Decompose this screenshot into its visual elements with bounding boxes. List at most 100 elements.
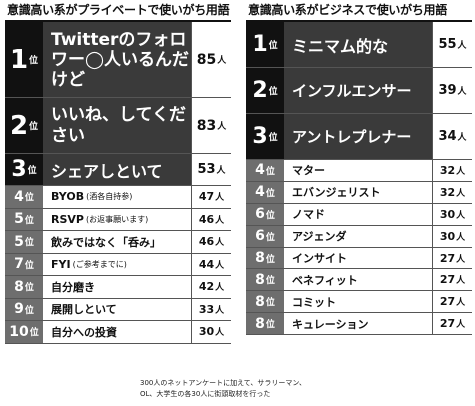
- count-value: 46: [198, 235, 215, 249]
- count-value: 30: [198, 325, 215, 339]
- term-cell: いいね、してください: [43, 98, 191, 153]
- count-cell: 32 人: [432, 160, 472, 181]
- term-note: (酒各自持参): [86, 192, 133, 202]
- rank-suffix: 位: [265, 210, 275, 221]
- term-text: ベネフィット: [292, 273, 358, 287]
- count-cell: 83 人: [191, 98, 231, 153]
- rank-number: 7: [14, 256, 24, 273]
- count-cell: 30 人: [191, 321, 231, 343]
- count-unit: 人: [457, 133, 467, 143]
- term-cell: Twitterのフォロワー◯人いるんだけど: [43, 22, 191, 97]
- rank-number: 5: [14, 233, 24, 250]
- term-cell: 自分への投資: [43, 321, 191, 343]
- rank-number: 8: [255, 271, 265, 288]
- rank-number: 4: [255, 162, 265, 179]
- term-cell: 展開しといて: [43, 298, 191, 320]
- term-cell: コミット: [284, 291, 432, 313]
- survey-footnote: 300人のネットアンケートに加えて、サラリーマン、 OL、大学生の各30人に街頭…: [140, 378, 370, 400]
- count-value: 85: [196, 51, 217, 68]
- rank-suffix: 位: [265, 166, 275, 177]
- rank-suffix: 位: [24, 283, 34, 294]
- term-cell: ミニマム的な: [284, 22, 432, 67]
- count-unit: 人: [456, 298, 466, 309]
- count-cell: 30 人: [432, 225, 472, 247]
- term-text: 展開しといて: [51, 303, 117, 317]
- count-cell: 27 人: [432, 247, 472, 269]
- count-cell: 44 人: [191, 253, 231, 275]
- term-text: ミニマム的な: [292, 36, 389, 56]
- term-cell: アントレプレナー: [284, 114, 432, 159]
- rank-number: 9: [14, 301, 24, 318]
- count-unit: 人: [215, 328, 225, 339]
- count-value: 44: [198, 257, 215, 271]
- count-value: 53: [197, 162, 216, 177]
- business-terms-title: 意識高い系がビジネスで使いがち用語: [248, 3, 447, 17]
- term-text: Twitterのフォロワー◯人いるんだけど: [51, 29, 190, 90]
- count-cell: 27 人: [432, 269, 472, 291]
- count-cell: 39 人: [432, 68, 472, 113]
- term-note: (ご参考までに): [72, 259, 127, 269]
- term-cell: ノマド: [284, 203, 432, 225]
- count-unit: 人: [457, 41, 467, 51]
- term-text: 自分への投資: [51, 325, 117, 339]
- count-unit: 人: [456, 254, 466, 265]
- rank-suffix: 位: [24, 260, 34, 271]
- term-text: アントレプレナー: [292, 128, 412, 146]
- count-value: 46: [198, 212, 215, 226]
- term-text: FYI: [51, 257, 71, 271]
- count-cell: 46 人: [191, 208, 231, 230]
- count-unit: 人: [456, 210, 466, 221]
- count-unit: 人: [215, 238, 225, 249]
- term-cell: シェアしといて: [43, 154, 191, 185]
- count-unit: 人: [457, 87, 467, 97]
- rank-number: 4: [255, 184, 265, 201]
- term-text: マター: [292, 164, 325, 178]
- rank-suffix: 位: [265, 320, 275, 331]
- count-cell: 47 人: [191, 186, 231, 208]
- term-text: 自分磨き: [51, 280, 95, 294]
- footnote-line: OL、大学生の各30人に街頭取材を行った: [140, 390, 271, 398]
- rank-number: 8: [14, 278, 24, 295]
- count-unit: 人: [215, 283, 225, 294]
- count-value: 32: [439, 185, 456, 199]
- term-text: インフルエンサー: [292, 82, 412, 100]
- count-value: 55: [438, 37, 457, 52]
- term-text: キュレーション: [292, 317, 369, 331]
- count-unit: 人: [216, 166, 226, 176]
- term-text: ノマド: [292, 208, 325, 222]
- term-cell: 飲みではなく「呑み」: [43, 231, 191, 253]
- rank-suffix: 位: [265, 276, 275, 287]
- term-cell: BYOB (酒各自持参): [43, 186, 191, 208]
- count-cell: 32 人: [432, 181, 472, 203]
- count-value: 47: [198, 190, 215, 204]
- rank-number: 2: [252, 77, 268, 103]
- rank-suffix: 位: [268, 87, 278, 97]
- count-cell: 53 人: [191, 154, 231, 185]
- rank-suffix: 位: [24, 238, 34, 249]
- term-text: インサイト: [292, 252, 347, 265]
- term-text: いいね、してください: [51, 104, 186, 146]
- count-value: 30: [439, 207, 456, 221]
